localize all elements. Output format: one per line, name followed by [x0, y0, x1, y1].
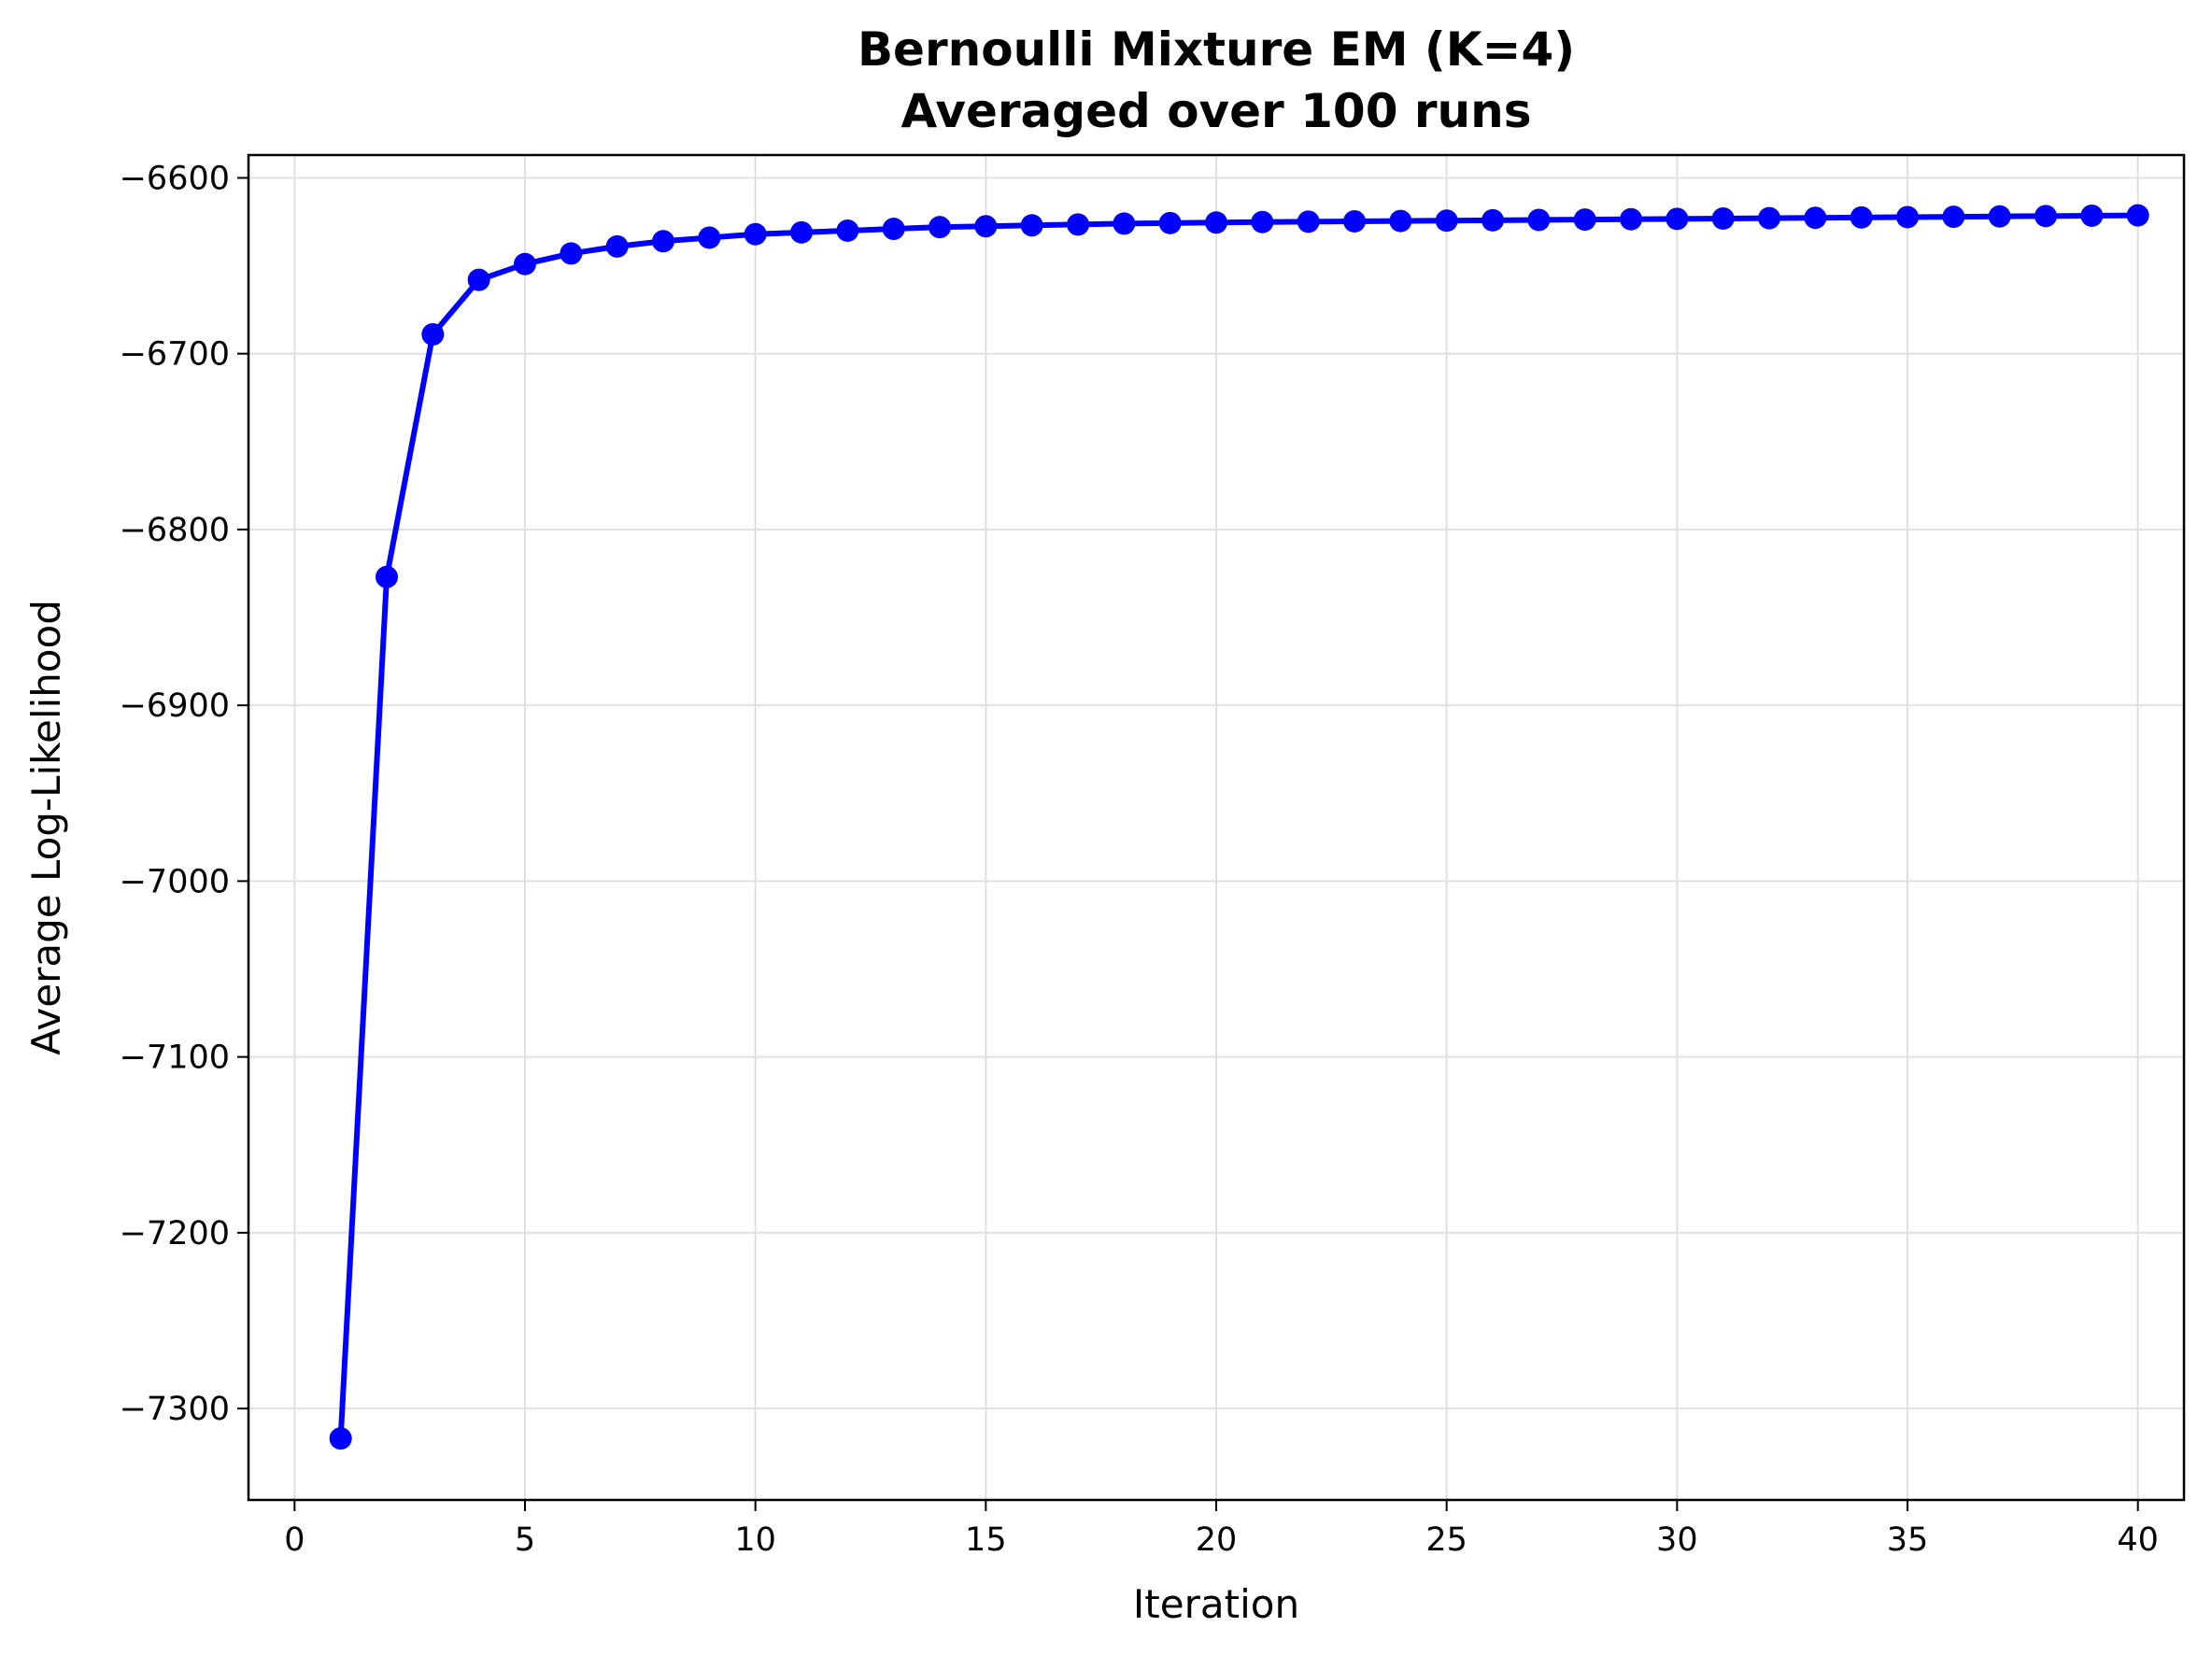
data-point	[1711, 206, 1735, 230]
data-point	[1758, 206, 1780, 230]
x-tick-label: 40	[2117, 1521, 2159, 1559]
chart-subtitle: Averaged over 100 runs	[900, 84, 1531, 138]
x-axis-ticks: 0 5 10 15 20 25 30 35 40	[284, 1500, 2159, 1559]
data-point	[560, 242, 583, 265]
y-tick-label: −6700	[120, 336, 230, 374]
y-tick-label: −6600	[120, 160, 230, 197]
data-point	[329, 1427, 352, 1450]
x-tick-label: 25	[1425, 1521, 1468, 1559]
data-point	[1251, 210, 1274, 233]
data-point	[376, 565, 398, 588]
data-series	[329, 204, 2149, 1450]
data-point	[421, 323, 445, 346]
x-tick-label: 20	[1196, 1521, 1238, 1559]
data-point	[1113, 212, 1136, 235]
plot-frame	[247, 153, 2186, 1502]
data-point	[790, 220, 813, 244]
data-point	[1205, 211, 1227, 234]
x-tick-label: 30	[1656, 1521, 1698, 1559]
data-point	[744, 222, 767, 246]
data-point	[2126, 204, 2149, 227]
x-tick-label: 0	[284, 1521, 305, 1559]
data-point	[1896, 205, 1919, 229]
data-point	[974, 215, 998, 238]
data-point	[1482, 208, 1504, 232]
y-axis-label: Average Log-Likelihood	[23, 600, 69, 1055]
data-point	[1573, 208, 1596, 232]
data-point	[2035, 205, 2057, 228]
data-point	[605, 234, 629, 258]
series-line	[337, 212, 2141, 1442]
y-tick-label: −6800	[120, 512, 230, 549]
data-point	[1804, 206, 1827, 230]
data-point	[467, 268, 490, 291]
data-point	[836, 219, 859, 242]
y-tick-label: −7000	[120, 863, 230, 900]
data-point	[1988, 205, 2011, 228]
x-tick-label: 35	[1887, 1521, 1929, 1559]
data-point	[1620, 207, 1642, 231]
x-tick-label: 15	[965, 1521, 1007, 1559]
data-point	[929, 216, 951, 239]
data-point	[652, 230, 674, 253]
data-point	[698, 226, 721, 249]
grid	[248, 155, 2184, 1500]
data-point	[1020, 214, 1043, 237]
y-tick-label: −7300	[120, 1391, 230, 1428]
data-point	[1067, 213, 1089, 236]
y-tick-label: −7200	[120, 1215, 230, 1252]
x-tick-label: 10	[734, 1521, 776, 1559]
x-tick-label: 5	[515, 1521, 535, 1559]
data-point	[1158, 211, 1182, 234]
data-point	[1343, 209, 1366, 233]
data-point	[1666, 207, 1689, 231]
data-point	[1527, 208, 1551, 232]
y-tick-label: −6900	[120, 687, 230, 725]
x-axis-label: Iteration	[1133, 1581, 1299, 1627]
data-point	[1850, 205, 1873, 229]
data-point	[1389, 209, 1412, 233]
data-point	[1435, 209, 1458, 233]
data-point	[882, 218, 905, 241]
data-point	[514, 252, 536, 276]
y-axis-ticks: −7300 −7200 −7100 −7000 −6900 −6800 −6700 −6600	[120, 160, 248, 1428]
y-tick-label: −7100	[120, 1040, 230, 1077]
data-point	[1942, 205, 1965, 229]
data-point	[1297, 210, 1320, 233]
data-point	[2080, 204, 2104, 227]
chart-title: Bernoulli Mixture EM (K=4)	[858, 22, 1575, 77]
